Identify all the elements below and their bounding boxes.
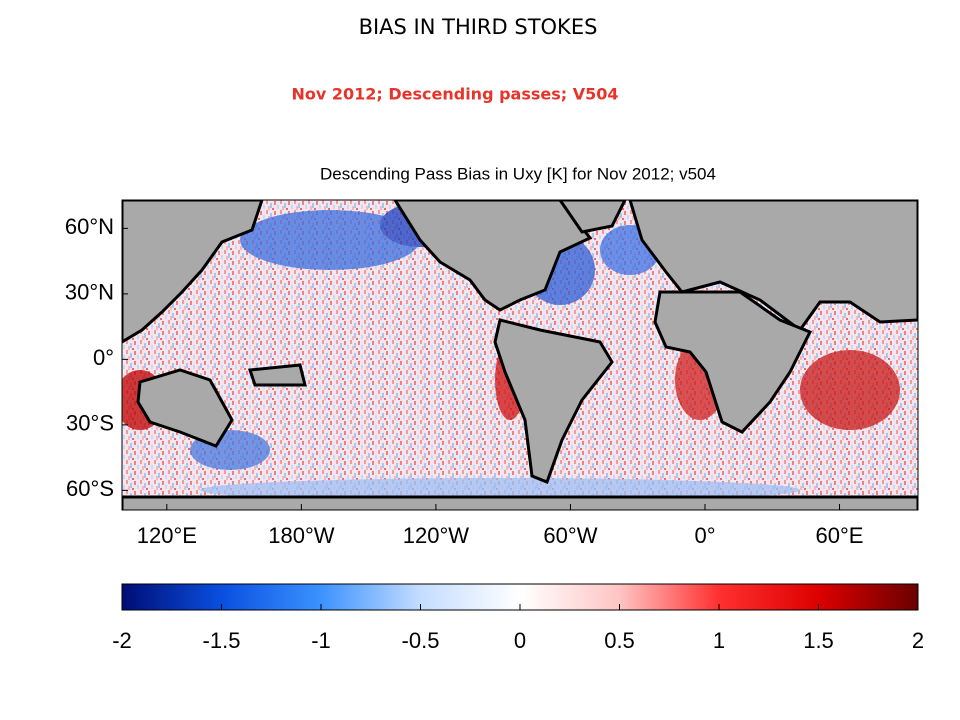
land (122, 200, 918, 510)
x-tick-label: 120°E (137, 523, 197, 548)
x-tick-label: 0° (694, 523, 715, 548)
x-tick-label: 120°W (403, 523, 470, 548)
colorbar-tick-label: 0.5 (604, 628, 635, 653)
colorbar-tick-label: 1.5 (803, 628, 834, 653)
y-tick-label: 30°N (65, 280, 114, 305)
y-tick-label: 0° (93, 345, 114, 370)
slide-title: BIAS IN THIRD STOKES (359, 15, 598, 39)
x-tick-label: 60°E (816, 523, 864, 548)
y-tick-label: 30°S (66, 411, 114, 436)
colorbar-tick-label: 0 (514, 628, 526, 653)
colorbar-tick-label: 2 (912, 628, 924, 653)
map-frame (121, 199, 919, 511)
y-tick-label: 60°S (66, 476, 114, 501)
colorbar-tick-label: -2 (112, 628, 132, 653)
x-tick-label: 60°W (543, 523, 597, 548)
x-tick-label: 180°W (268, 523, 335, 548)
colorbar-tick-label: -0.5 (402, 628, 440, 653)
slide-subtitle: Nov 2012; Descending passes; V504 (291, 85, 618, 104)
plot-title: Descending Pass Bias in Uxy [K] for Nov … (320, 164, 716, 183)
y-tick-label: 60°N (65, 214, 114, 239)
colorbar-tick-label: -1.5 (203, 628, 241, 653)
map (122, 200, 918, 510)
colorbar-tick-label: -1 (311, 628, 331, 653)
colorbar-tick-label: 1 (713, 628, 725, 653)
